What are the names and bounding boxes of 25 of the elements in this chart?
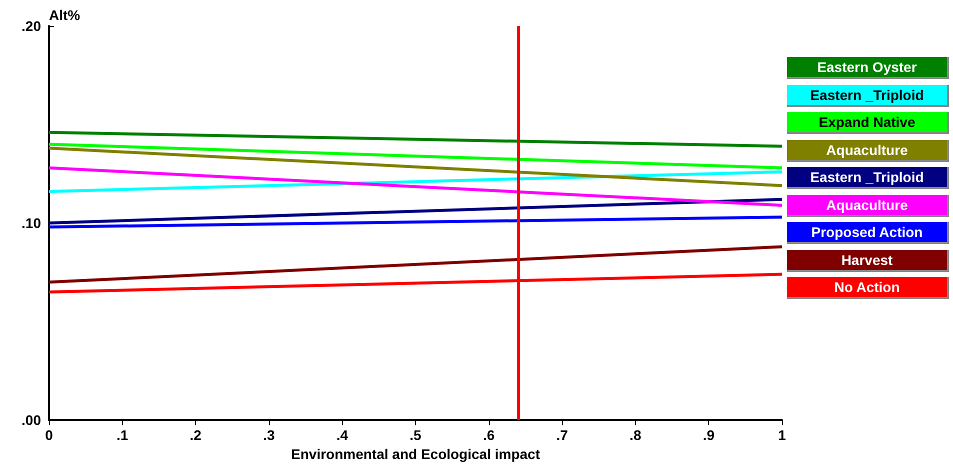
text: Expand Native	[787, 112, 949, 134]
x-tick-label: .8	[630, 427, 642, 444]
text: Aquaculture	[787, 140, 949, 162]
x-tick-label: 1	[778, 427, 786, 444]
x-tick-label: 0	[45, 427, 54, 444]
text: Eastern _Triploid	[787, 84, 949, 106]
text: Proposed Action	[787, 222, 949, 244]
text: No Action	[787, 277, 949, 299]
x-tick-label: .1	[116, 427, 128, 444]
y-tick-label: .00	[22, 412, 42, 428]
x-tick-label: .3	[263, 427, 275, 444]
x-tick-label: .6	[482, 427, 495, 444]
text: Eastern _Triploid	[787, 167, 949, 189]
x-tick-label: .5	[410, 427, 422, 444]
y-axis-title: Alt%	[49, 7, 81, 23]
x-tick-label: .9	[702, 427, 715, 444]
x-tick-label: .7	[556, 427, 568, 444]
text: Aquaculture	[787, 194, 949, 216]
y-tick-label: .10	[22, 215, 42, 232]
text: Eastern Oyster	[787, 57, 949, 79]
x-axis-title: Environmental and Ecological impact	[291, 446, 540, 462]
x-tick-label: .4	[336, 427, 348, 444]
x-tick-label: .2	[190, 427, 202, 444]
y-tick-label: .20	[22, 18, 42, 34]
text: Harvest	[787, 250, 949, 272]
